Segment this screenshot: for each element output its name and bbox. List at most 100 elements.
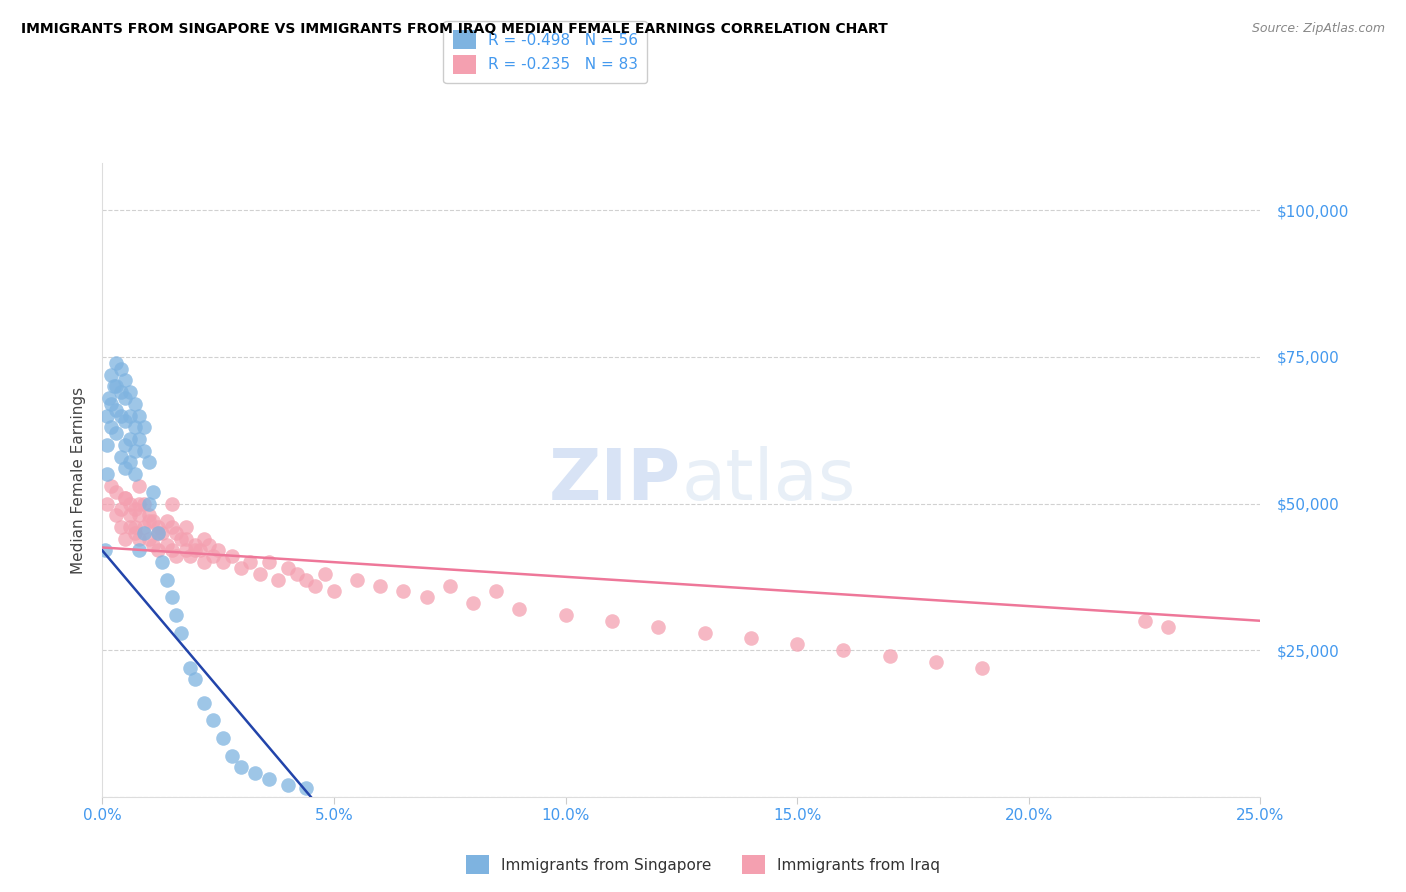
Point: [146, 525, 169, 540]
Point: [156, 537, 179, 551]
Point: [124, 502, 146, 516]
Point: [314, 566, 336, 581]
Point: [267, 573, 290, 587]
Point: [221, 748, 243, 763]
Point: [105, 484, 128, 499]
Point: [132, 420, 155, 434]
Point: [156, 573, 179, 587]
Point: [124, 520, 146, 534]
Point: [202, 714, 225, 728]
Point: [128, 508, 150, 523]
Point: [118, 508, 141, 523]
Point: [600, 614, 623, 628]
Point: [160, 591, 183, 605]
Point: [231, 561, 253, 575]
Point: [165, 607, 187, 622]
Point: [100, 368, 122, 382]
Point: [415, 591, 437, 605]
Point: [103, 379, 125, 393]
Text: Source: ZipAtlas.com: Source: ZipAtlas.com: [1251, 22, 1385, 36]
Point: [105, 402, 128, 417]
Point: [132, 496, 155, 510]
Point: [972, 661, 994, 675]
Point: [231, 760, 253, 774]
Point: [118, 496, 141, 510]
Point: [174, 532, 197, 546]
Point: [118, 520, 141, 534]
Point: [128, 479, 150, 493]
Point: [118, 432, 141, 446]
Point: [197, 537, 219, 551]
Point: [184, 537, 207, 551]
Point: [124, 420, 146, 434]
Point: [193, 532, 215, 546]
Point: [786, 637, 808, 651]
Point: [100, 420, 122, 434]
Point: [211, 555, 233, 569]
Point: [96, 409, 118, 423]
Point: [160, 496, 183, 510]
Point: [124, 397, 146, 411]
Point: [138, 508, 160, 523]
Point: [174, 543, 197, 558]
Point: [221, 549, 243, 564]
Point: [93, 543, 115, 558]
Point: [184, 673, 207, 687]
Text: atlas: atlas: [682, 446, 856, 515]
Point: [118, 409, 141, 423]
Point: [295, 780, 318, 795]
Point: [128, 409, 150, 423]
Point: [461, 596, 484, 610]
Point: [128, 532, 150, 546]
Point: [160, 520, 183, 534]
Point: [165, 525, 187, 540]
Point: [98, 391, 121, 405]
Y-axis label: Median Female Earnings: Median Female Earnings: [72, 386, 86, 574]
Point: [128, 496, 150, 510]
Point: [304, 579, 326, 593]
Point: [118, 385, 141, 400]
Text: ZIP: ZIP: [550, 446, 682, 515]
Point: [105, 508, 128, 523]
Point: [832, 643, 855, 657]
Point: [110, 450, 132, 464]
Point: [392, 584, 415, 599]
Point: [132, 525, 155, 540]
Point: [1133, 614, 1156, 628]
Point: [132, 520, 155, 534]
Point: [202, 549, 225, 564]
Point: [110, 385, 132, 400]
Point: [485, 584, 508, 599]
Point: [100, 397, 122, 411]
Point: [211, 731, 233, 745]
Point: [114, 373, 136, 387]
Point: [132, 443, 155, 458]
Point: [114, 438, 136, 452]
Point: [879, 648, 901, 663]
Point: [257, 772, 280, 786]
Point: [368, 579, 391, 593]
Point: [138, 514, 160, 528]
Point: [740, 632, 762, 646]
Point: [277, 778, 299, 792]
Point: [138, 532, 160, 546]
Point: [142, 537, 165, 551]
Point: [508, 602, 530, 616]
Point: [160, 543, 183, 558]
Point: [322, 584, 344, 599]
Point: [647, 620, 669, 634]
Point: [257, 555, 280, 569]
Point: [114, 414, 136, 428]
Point: [105, 426, 128, 441]
Point: [693, 625, 716, 640]
Point: [146, 520, 169, 534]
Point: [114, 532, 136, 546]
Point: [96, 438, 118, 452]
Point: [124, 443, 146, 458]
Point: [118, 455, 141, 469]
Text: IMMIGRANTS FROM SINGAPORE VS IMMIGRANTS FROM IRAQ MEDIAN FEMALE EARNINGS CORRELA: IMMIGRANTS FROM SINGAPORE VS IMMIGRANTS …: [21, 22, 887, 37]
Point: [114, 491, 136, 505]
Point: [346, 573, 368, 587]
Point: [170, 532, 193, 546]
Point: [170, 625, 193, 640]
